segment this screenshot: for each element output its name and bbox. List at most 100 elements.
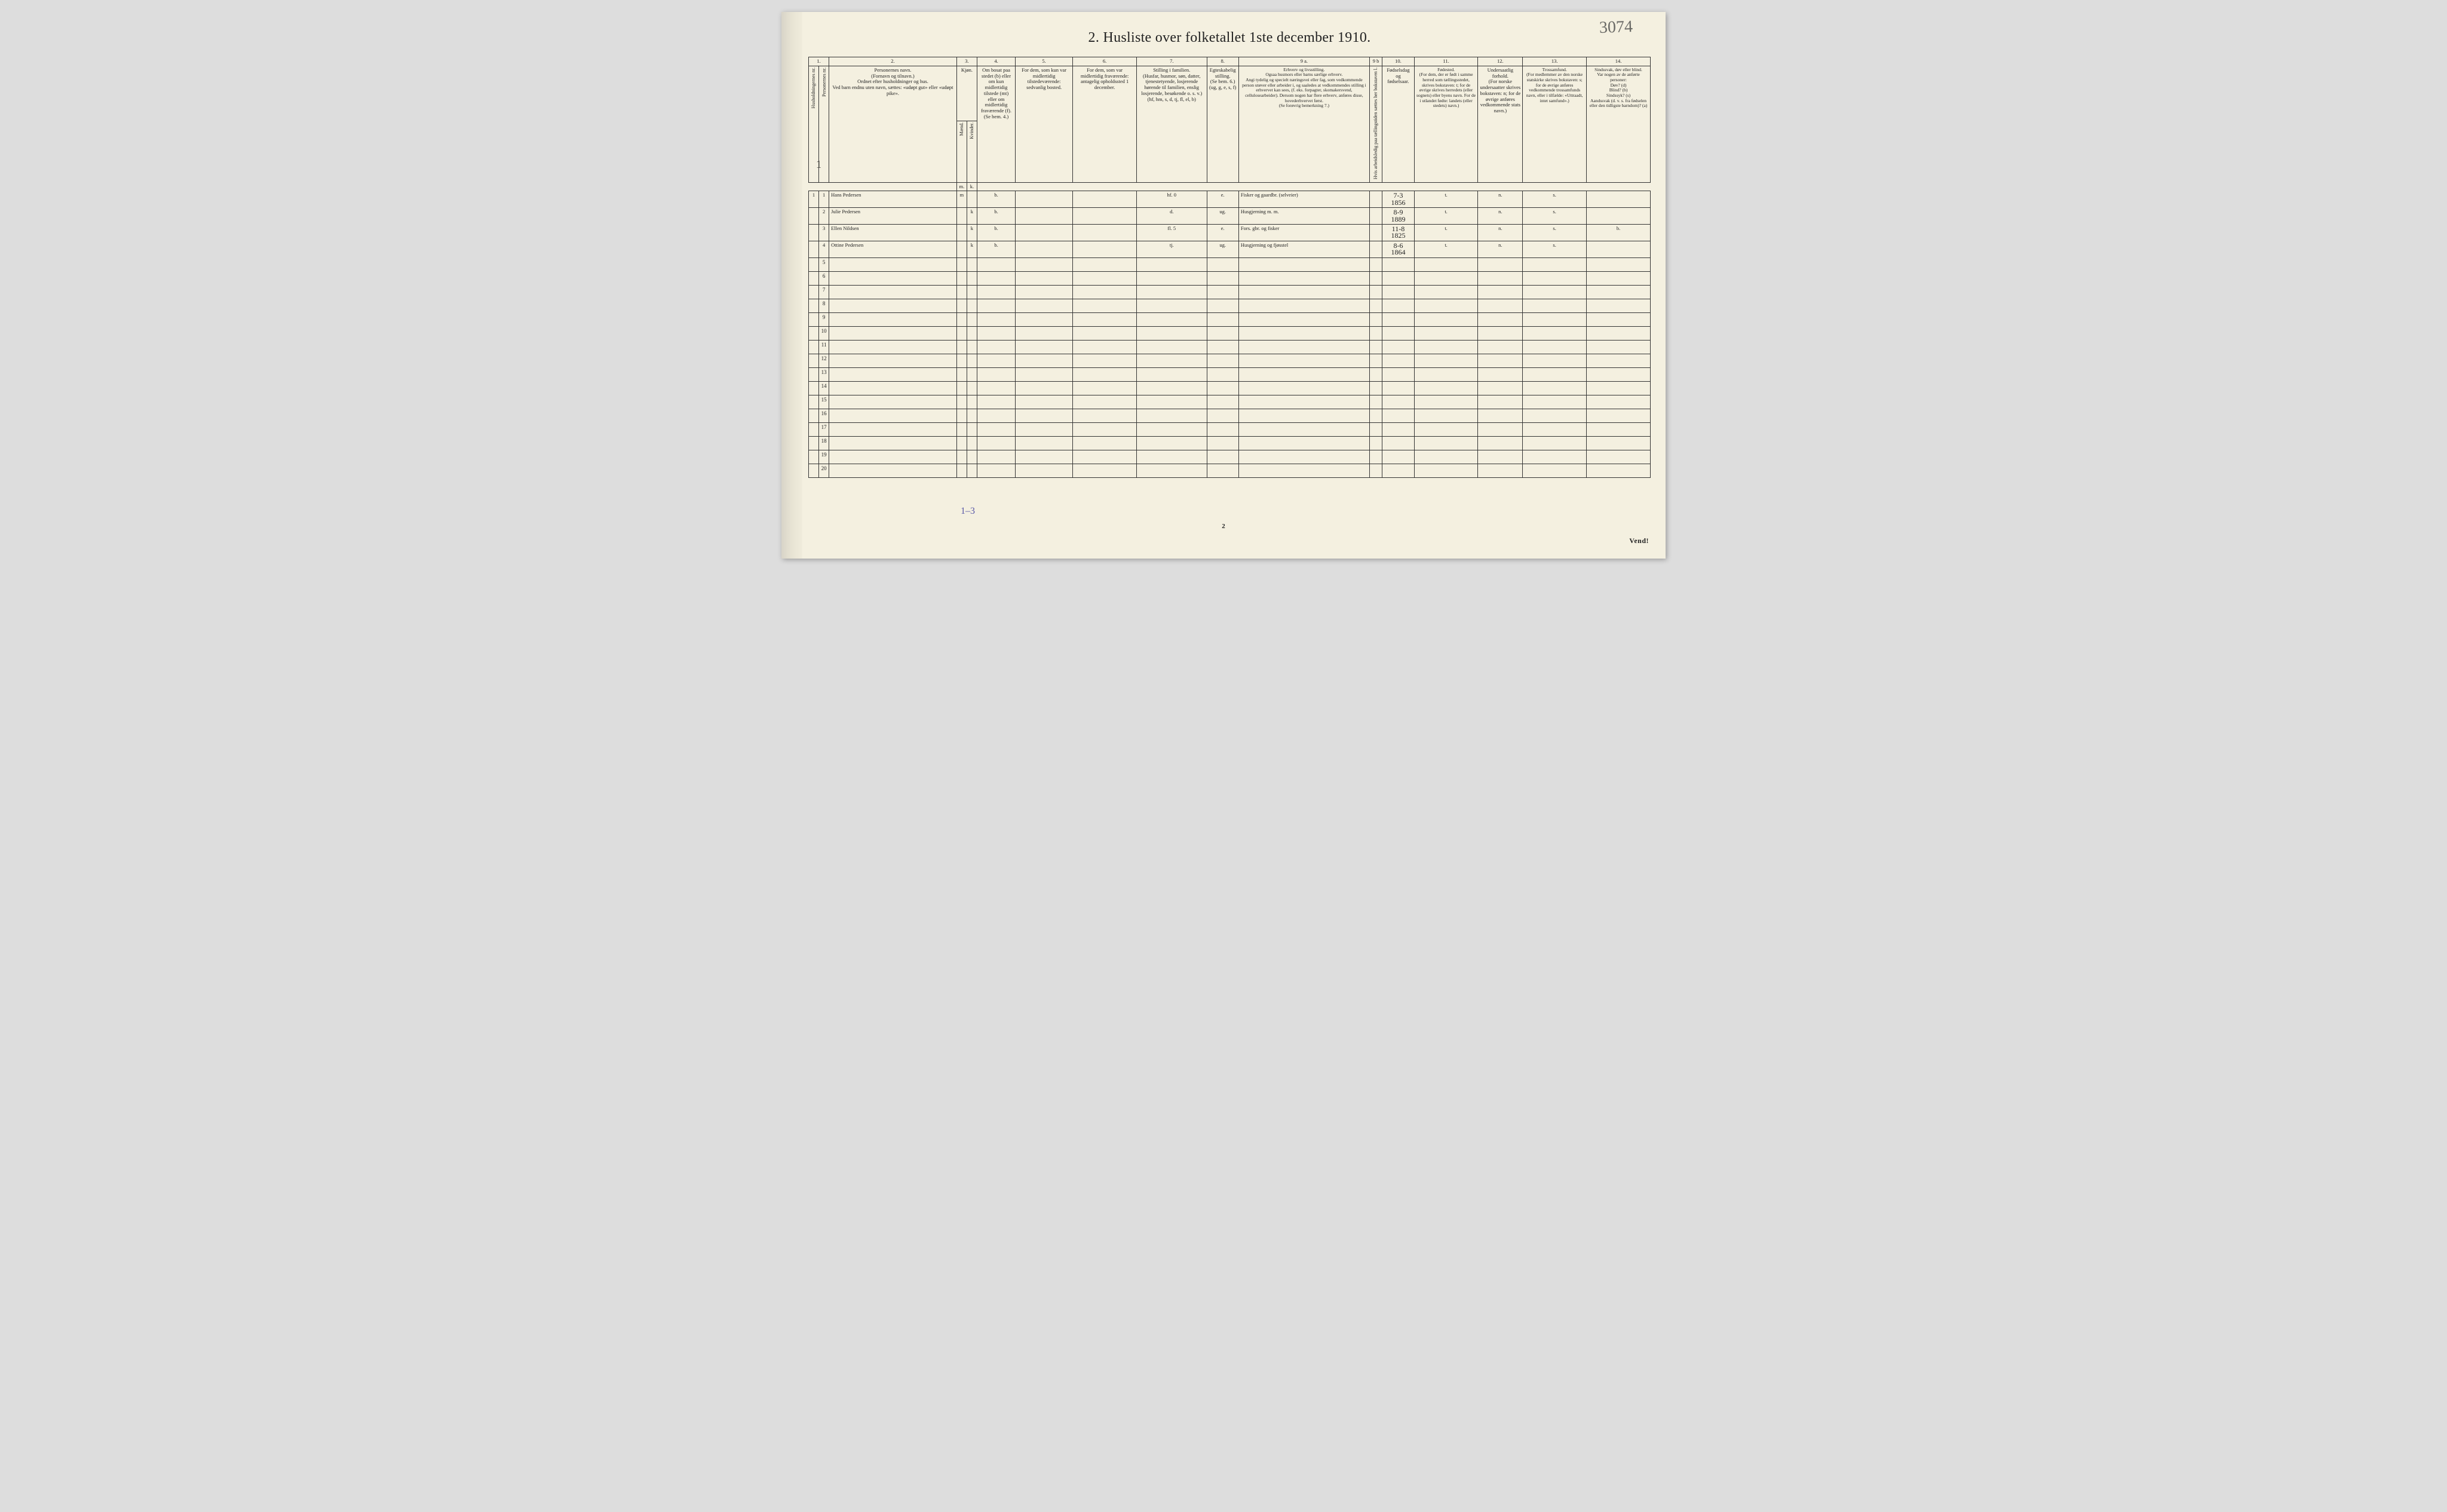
cell-fam: fl. 5	[1137, 224, 1207, 241]
empty-cell	[977, 354, 1015, 367]
empty-cell	[1587, 257, 1651, 271]
empty-cell	[1382, 326, 1414, 340]
printed-page-number: 2	[1222, 523, 1225, 530]
colnum-11: 11.	[1414, 57, 1478, 66]
empty-cell	[1478, 285, 1523, 299]
empty-cell	[1414, 436, 1478, 450]
column-number-row: 1. 2. 3. 4. 5. 6. 7. 8. 9 a. 9 b 10. 11.…	[809, 57, 1651, 66]
empty-cell: 17	[819, 422, 829, 436]
empty-cell	[977, 409, 1015, 422]
empty-cell: 10	[819, 326, 829, 340]
empty-cell	[956, 257, 967, 271]
binding-edge	[781, 12, 802, 559]
empty-cell	[1587, 409, 1651, 422]
empty-cell	[1414, 285, 1478, 299]
empty-cell	[1016, 450, 1073, 464]
empty-cell	[967, 464, 977, 477]
empty-cell	[1207, 312, 1238, 326]
table-row: 17	[809, 422, 1651, 436]
colnum-3: 3.	[956, 57, 977, 66]
empty-cell	[1369, 395, 1382, 409]
empty-cell	[1478, 271, 1523, 285]
empty-cell	[829, 299, 957, 312]
empty-cell	[1238, 436, 1369, 450]
empty-cell	[977, 436, 1015, 450]
empty-cell	[809, 395, 819, 409]
empty-cell	[1414, 450, 1478, 464]
empty-cell: 15	[819, 395, 829, 409]
empty-cell	[1587, 299, 1651, 312]
empty-cell	[977, 395, 1015, 409]
empty-cell	[1414, 422, 1478, 436]
empty-cell	[1523, 326, 1587, 340]
empty-cell	[1238, 409, 1369, 422]
cell-egt: ug.	[1207, 208, 1238, 225]
empty-cell	[1016, 285, 1073, 299]
empty-cell	[809, 299, 819, 312]
empty-cell	[1523, 312, 1587, 326]
empty-cell	[1478, 326, 1523, 340]
cell-erv: Fors. gbr. og fisker	[1238, 224, 1369, 241]
empty-cell	[829, 464, 957, 477]
empty-cell	[809, 464, 819, 477]
colnum-9a: 9 a.	[1238, 57, 1369, 66]
empty-cell	[956, 422, 967, 436]
colnum-5: 5.	[1016, 57, 1073, 66]
empty-cell	[1016, 436, 1073, 450]
empty-cell	[1369, 367, 1382, 381]
empty-cell	[956, 381, 967, 395]
empty-cell	[1073, 436, 1137, 450]
empty-cell	[977, 271, 1015, 285]
empty-cell	[1587, 395, 1651, 409]
empty-cell	[1073, 285, 1137, 299]
table-header: 1. 2. 3. 4. 5. 6. 7. 8. 9 a. 9 b 10. 11.…	[809, 57, 1651, 191]
colnum-13: 13.	[1523, 57, 1587, 66]
empty-cell	[977, 285, 1015, 299]
footer-handwritten-note: 1–3	[961, 506, 975, 517]
empty-cell	[1137, 326, 1207, 340]
empty-cell	[1414, 326, 1478, 340]
empty-cell	[1137, 409, 1207, 422]
empty-cell	[1478, 395, 1523, 409]
cell-hh: 1	[809, 191, 819, 208]
empty-cell	[809, 381, 819, 395]
table-row: 9	[809, 312, 1651, 326]
header-trossamfund: Trossamfund. (For medlemmer av den norsk…	[1523, 66, 1587, 182]
empty-cell: 6	[819, 271, 829, 285]
empty-cell	[1238, 257, 1369, 271]
empty-cell	[1073, 299, 1137, 312]
empty-cell	[1073, 271, 1137, 285]
empty-cell	[1207, 354, 1238, 367]
header-sex-m: Mænd.	[956, 121, 967, 182]
cell-9b	[1369, 224, 1382, 241]
empty-cell: 18	[819, 436, 829, 450]
header-k-abbr: k.	[967, 182, 977, 191]
empty-cell	[829, 381, 957, 395]
empty-cell	[1382, 422, 1414, 436]
margin-household-mark: 1	[816, 158, 821, 171]
cell-sin	[1587, 241, 1651, 257]
cell-fst: t.	[1414, 208, 1478, 225]
empty-cell	[1016, 257, 1073, 271]
cell-mid	[1016, 191, 1073, 208]
empty-cell	[829, 257, 957, 271]
empty-cell	[1369, 450, 1382, 464]
empty-cell	[1016, 464, 1073, 477]
cell-fam: tj.	[1137, 241, 1207, 257]
empty-cell	[809, 271, 819, 285]
cell-tro: s.	[1523, 241, 1587, 257]
empty-cell	[967, 381, 977, 395]
cell-fod: 7-3 1856	[1382, 191, 1414, 208]
empty-cell	[956, 450, 967, 464]
empty-cell	[1369, 326, 1382, 340]
empty-cell	[1073, 381, 1137, 395]
empty-cell	[1587, 367, 1651, 381]
empty-cell	[1523, 422, 1587, 436]
colnum-7: 7.	[1137, 57, 1207, 66]
empty-cell	[1523, 464, 1587, 477]
header-k-text: Kvinder.	[969, 122, 974, 139]
header-fodested: Fødested. (For dem, der er født i samme …	[1414, 66, 1478, 182]
empty-cell	[977, 381, 1015, 395]
empty-cell	[1137, 395, 1207, 409]
empty-cell	[1414, 312, 1478, 326]
